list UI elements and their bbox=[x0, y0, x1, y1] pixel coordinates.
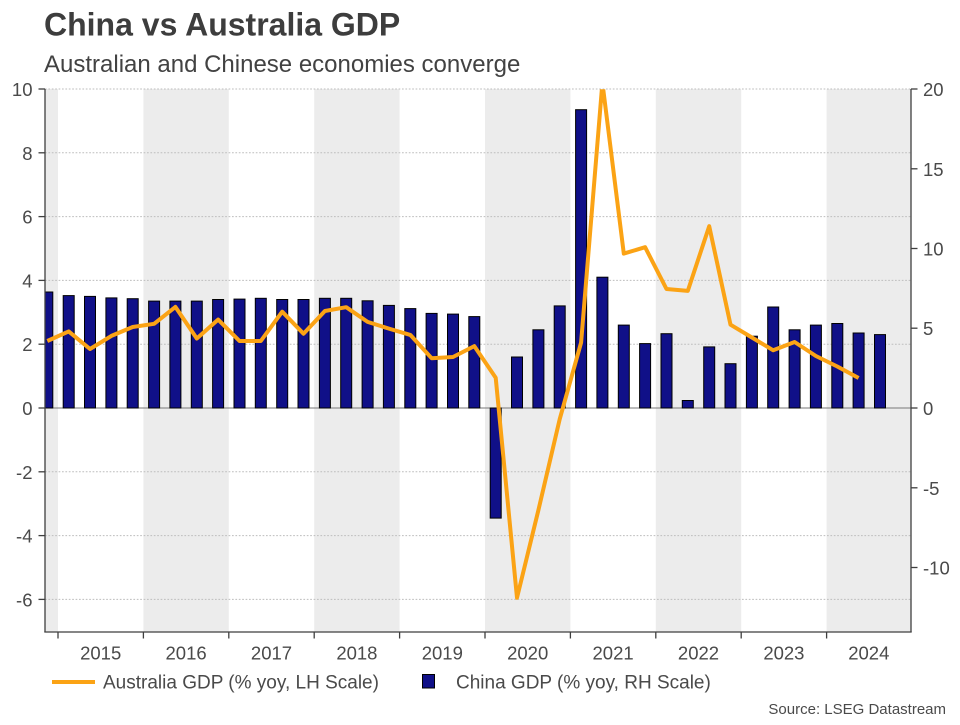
svg-text:0: 0 bbox=[923, 398, 933, 419]
svg-text:6: 6 bbox=[22, 207, 32, 228]
svg-text:2017: 2017 bbox=[251, 643, 292, 664]
svg-text:Australia GDP (% yoy, LH Scale: Australia GDP (% yoy, LH Scale) bbox=[103, 672, 379, 693]
svg-text:2019: 2019 bbox=[422, 643, 463, 664]
svg-text:2024: 2024 bbox=[848, 643, 889, 664]
svg-text:4: 4 bbox=[22, 270, 32, 291]
svg-text:China vs Australia GDP: China vs Australia GDP bbox=[44, 7, 400, 43]
svg-text:5: 5 bbox=[923, 318, 933, 339]
svg-text:20: 20 bbox=[923, 79, 944, 100]
svg-text:-4: -4 bbox=[16, 526, 32, 547]
svg-text:Source: LSEG Datastream: Source: LSEG Datastream bbox=[768, 701, 946, 718]
svg-text:-5: -5 bbox=[923, 478, 939, 499]
svg-text:10: 10 bbox=[12, 79, 33, 100]
svg-text:-2: -2 bbox=[16, 462, 32, 483]
svg-text:2022: 2022 bbox=[678, 643, 719, 664]
svg-text:0: 0 bbox=[22, 398, 32, 419]
svg-text:2016: 2016 bbox=[166, 643, 207, 664]
svg-text:2: 2 bbox=[22, 334, 32, 355]
svg-text:2021: 2021 bbox=[593, 643, 634, 664]
svg-text:2015: 2015 bbox=[80, 643, 121, 664]
svg-text:2018: 2018 bbox=[336, 643, 377, 664]
svg-text:China GDP (% yoy, RH Scale): China GDP (% yoy, RH Scale) bbox=[456, 672, 711, 693]
svg-text:8: 8 bbox=[22, 143, 32, 164]
svg-text:2020: 2020 bbox=[507, 643, 548, 664]
svg-text:2023: 2023 bbox=[763, 643, 804, 664]
svg-text:15: 15 bbox=[923, 159, 944, 180]
svg-text:-10: -10 bbox=[923, 558, 950, 579]
svg-text:10: 10 bbox=[923, 239, 944, 260]
svg-text:-6: -6 bbox=[16, 589, 32, 610]
svg-text:Australian and Chinese economi: Australian and Chinese economies converg… bbox=[44, 51, 520, 78]
